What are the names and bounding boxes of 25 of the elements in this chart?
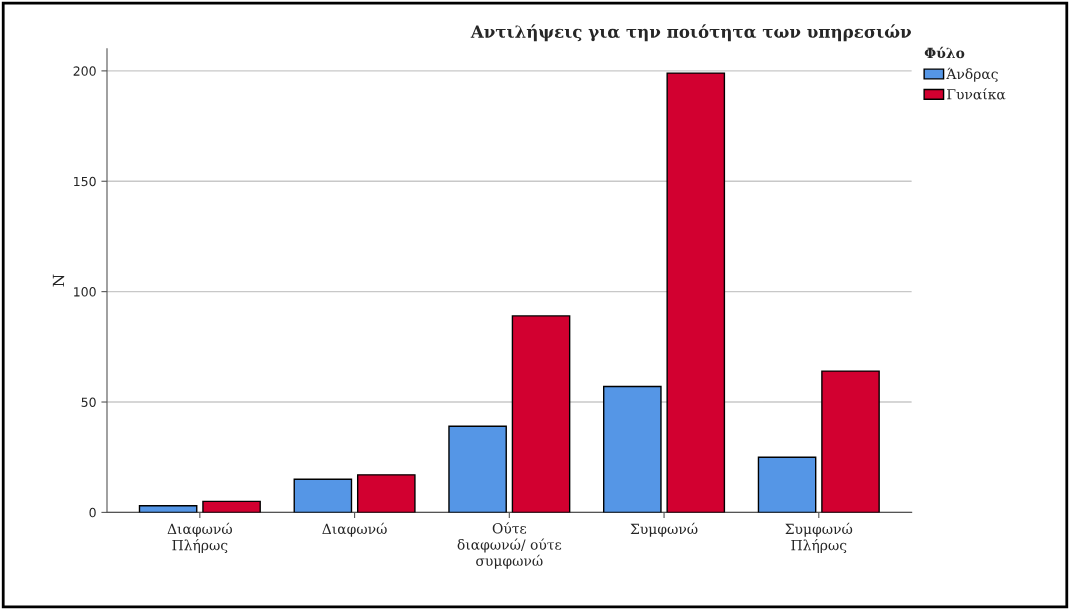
x-tick-label: Διαφωνώ Πλήρως: [167, 522, 232, 554]
x-tick-label: Συμφωνώ: [630, 522, 698, 537]
bar: [757, 456, 817, 513]
y-tick-label: 200: [73, 66, 96, 76]
y-tick-label: 0: [89, 507, 96, 518]
bar: [511, 315, 571, 513]
bar: [448, 425, 507, 513]
legend-title: Φύλο: [924, 46, 965, 59]
bar: [821, 370, 880, 513]
bar: [138, 505, 198, 513]
bar: [356, 474, 416, 513]
y-axis-title: N: [52, 274, 65, 287]
y-tick-label: 100: [74, 287, 96, 297]
legend-label: Γυναίκα: [947, 88, 1006, 100]
bar: [202, 500, 261, 513]
bar: [666, 72, 726, 513]
x-tick-label: Συμφωνώ Πλήρως: [785, 522, 853, 554]
x-tick-label: Ούτε διαφωνώ/ ούτε συμφωνώ: [457, 522, 562, 569]
bar: [293, 478, 353, 513]
y-tick-label: 150: [74, 176, 96, 187]
legend-label: Άνδρας: [946, 67, 998, 82]
y-tick-label: 50: [81, 397, 96, 407]
bar: [603, 385, 662, 513]
x-tick-label: Διαφωνώ: [322, 522, 387, 537]
chart-title: Αντιλήψεις για την ποιότητα των υπηρεσιών: [470, 24, 911, 42]
